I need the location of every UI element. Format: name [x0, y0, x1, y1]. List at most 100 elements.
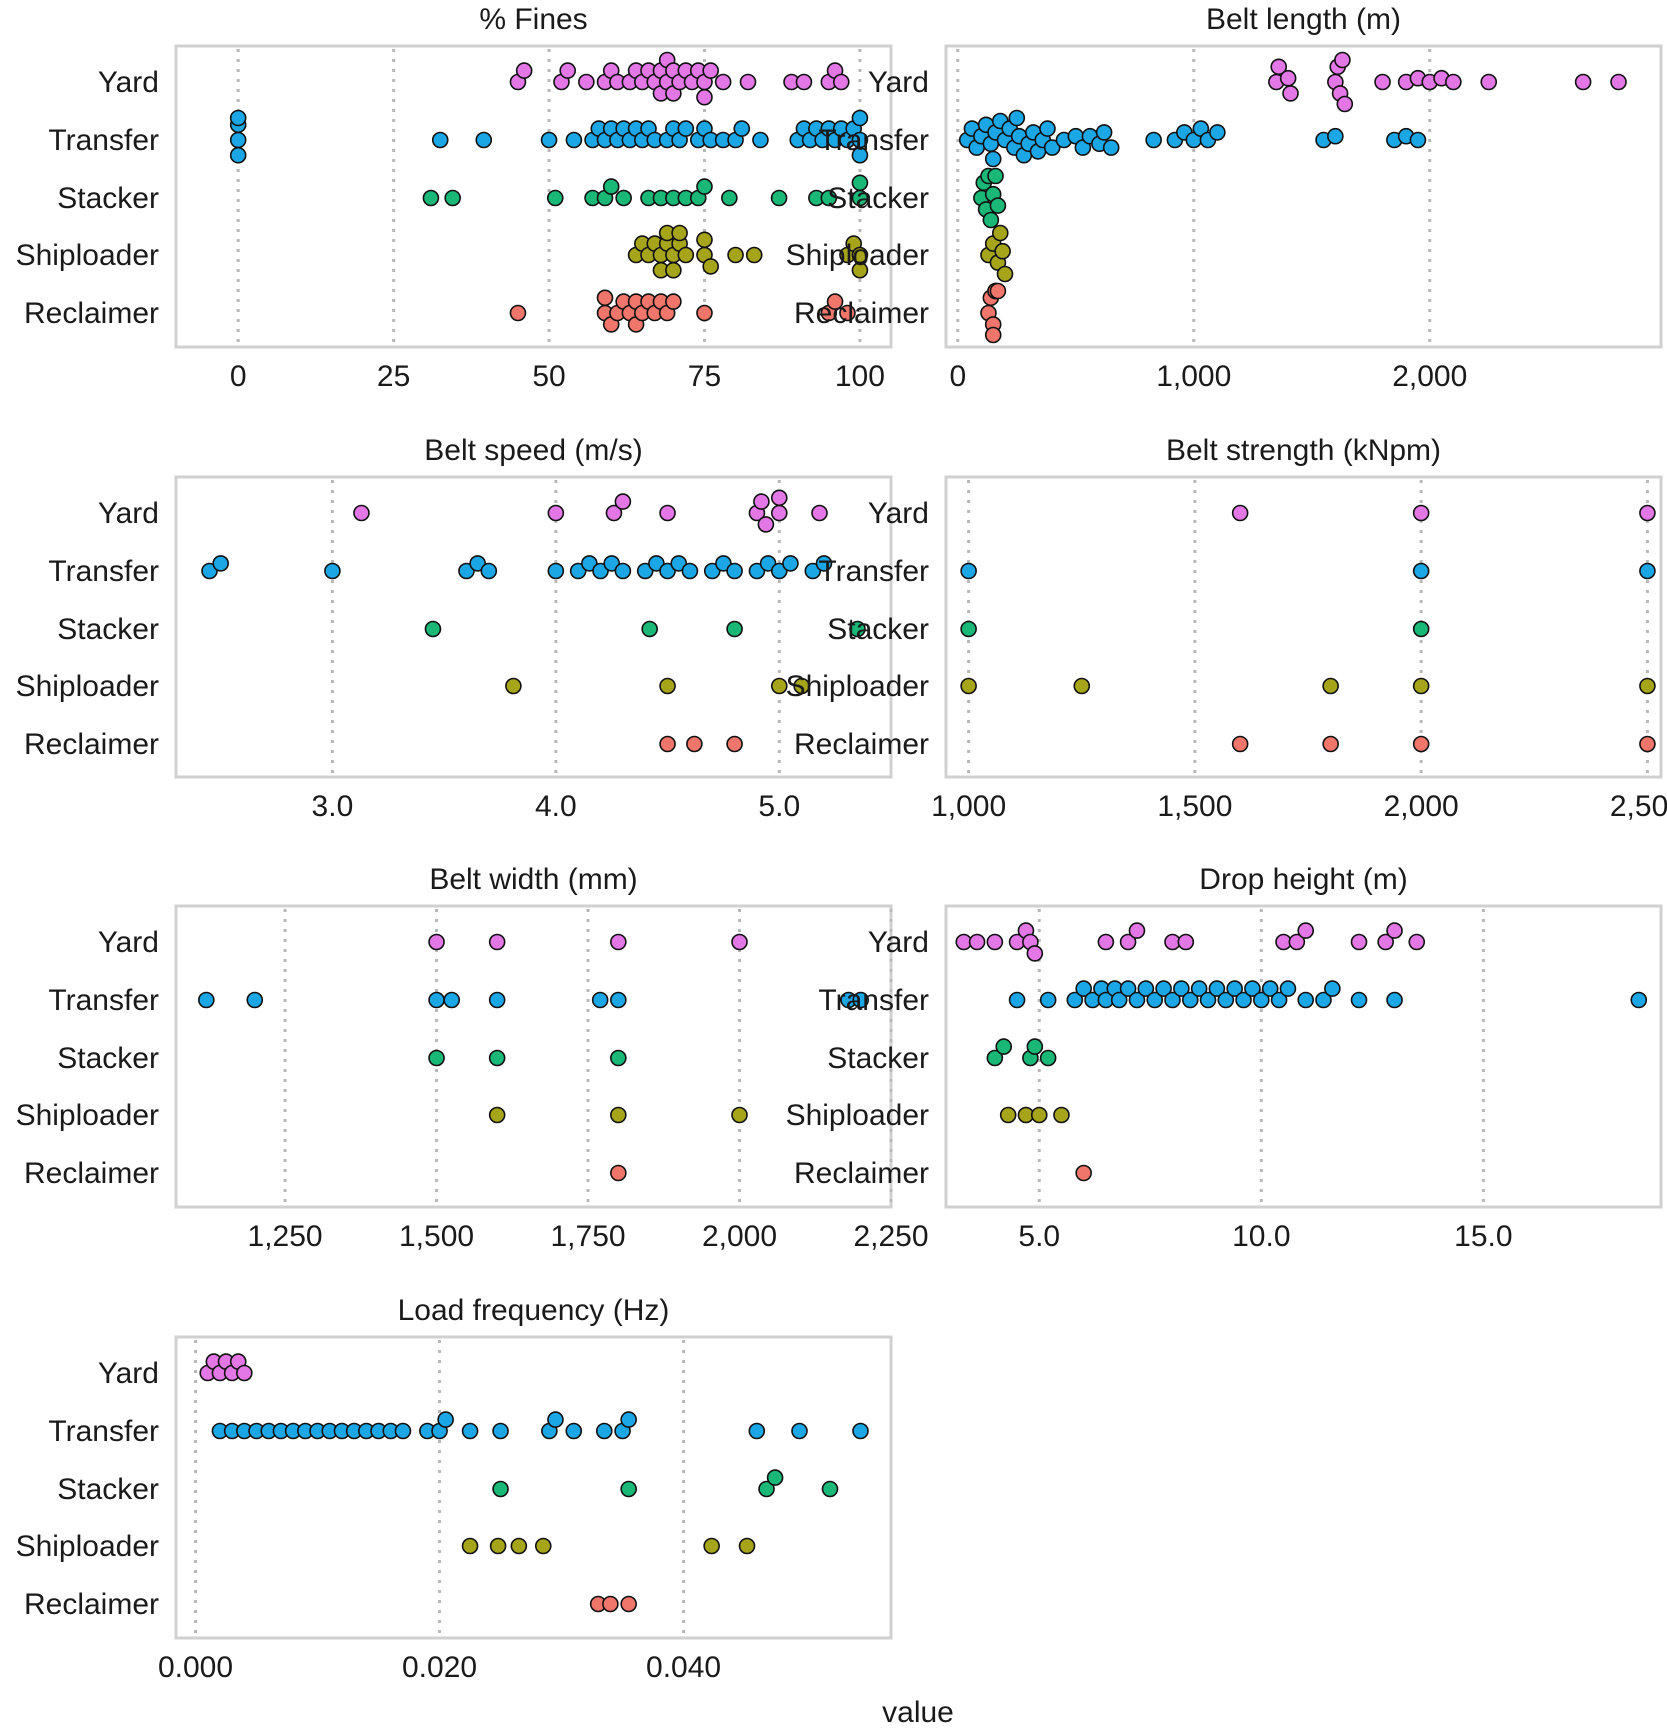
- data-point: [1270, 58, 1288, 76]
- data-point: [1039, 1049, 1057, 1067]
- data-point: [1217, 991, 1235, 1009]
- data-point: [791, 1422, 808, 1440]
- data-point: [610, 991, 627, 1009]
- panel-frame: [174, 1335, 893, 1640]
- data-point: [229, 146, 247, 164]
- data-point: [1445, 73, 1462, 91]
- panel-title: Belt speed (m/s): [424, 434, 642, 467]
- category-label: Stacker: [57, 1042, 159, 1075]
- data-point: [614, 562, 632, 580]
- data-point: [569, 562, 587, 580]
- category-label: Shiploader: [16, 239, 159, 272]
- data-point: [752, 131, 769, 149]
- data-point: [1386, 991, 1403, 1009]
- data-point: [1030, 1106, 1048, 1124]
- data-point: [984, 150, 1002, 168]
- data-point: [1297, 991, 1315, 1009]
- data-point: [1408, 933, 1426, 951]
- data-point: [677, 246, 695, 264]
- data-point: [820, 189, 838, 207]
- data-point: [1322, 735, 1339, 753]
- x-tick-label: 100: [835, 360, 885, 393]
- data-point: [960, 677, 977, 695]
- data-point: [804, 562, 822, 580]
- data-point: [852, 1422, 869, 1440]
- data-point: [246, 991, 264, 1009]
- x-tick-label: 1,500: [399, 1220, 474, 1253]
- data-point: [1261, 980, 1279, 997]
- data-point: [1209, 124, 1226, 141]
- data-point: [1119, 933, 1137, 951]
- data-point: [592, 562, 609, 580]
- data-point: [236, 1364, 253, 1382]
- data-point: [509, 304, 527, 322]
- category-label: Transfer: [818, 984, 929, 1017]
- x-tick-label: 1,250: [248, 1220, 323, 1253]
- x-tick-label: 0.000: [158, 1651, 233, 1684]
- data-point: [1334, 51, 1351, 69]
- data-point: [1322, 677, 1339, 695]
- data-point: [1412, 562, 1430, 580]
- data-point: [1155, 980, 1172, 997]
- data-point: [1639, 504, 1656, 522]
- data-point: [505, 677, 522, 695]
- data-point: [1377, 933, 1394, 951]
- category-label: Reclaimer: [794, 728, 929, 761]
- category-label: Stacker: [827, 182, 929, 215]
- data-point: [851, 146, 869, 164]
- data-point: [565, 1422, 583, 1440]
- data-point: [1350, 933, 1368, 951]
- data-point: [739, 73, 757, 91]
- data-point: [1279, 69, 1297, 87]
- data-point: [1190, 980, 1208, 997]
- data-point: [1288, 933, 1306, 951]
- data-point: [547, 1411, 564, 1428]
- category-label: Reclaimer: [794, 297, 929, 330]
- data-point: [1199, 991, 1217, 1009]
- data-point: [559, 62, 576, 79]
- x-tick-label: 25: [377, 360, 410, 393]
- data-point: [839, 304, 856, 322]
- data-point: [677, 120, 695, 137]
- data-point: [422, 189, 440, 207]
- data-point: [1231, 504, 1249, 522]
- panel-title: Belt width (mm): [429, 863, 637, 896]
- data-point: [770, 189, 788, 207]
- data-point: [851, 174, 869, 192]
- data-point: [1164, 991, 1181, 1009]
- data-point: [636, 562, 654, 580]
- x-tick-label: 75: [688, 360, 721, 393]
- data-point: [515, 62, 533, 79]
- data-point: [212, 555, 229, 572]
- data-point: [461, 1422, 479, 1440]
- data-point: [565, 131, 583, 149]
- data-point: [1282, 85, 1299, 102]
- data-point: [1110, 991, 1128, 1009]
- data-point: [1173, 980, 1190, 997]
- data-point: [733, 120, 751, 137]
- category-label: Shiploader: [786, 239, 929, 272]
- data-point: [748, 562, 766, 580]
- data-point: [738, 1537, 756, 1555]
- category-label: Transfer: [48, 984, 159, 1017]
- category-label: Yard: [98, 497, 159, 530]
- panel-2: 3.0 4.0 5.0 Belt speed (m/s) Yard Transfer Sta…: [16, 434, 893, 823]
- data-point: [1119, 980, 1137, 997]
- data-point: [665, 293, 682, 310]
- x-axis-label: value: [882, 1696, 954, 1729]
- data-point: [488, 991, 506, 1009]
- data-point: [996, 265, 1014, 283]
- category-label: Yard: [98, 66, 159, 99]
- category-label: Stacker: [57, 1473, 159, 1506]
- panel-0: 0 25 50 75 100 % Fines Yard Transfer Stacker Ship…: [16, 3, 893, 393]
- data-point: [1412, 504, 1430, 522]
- data-point: [461, 1537, 479, 1555]
- data-point: [960, 562, 977, 580]
- data-point: [353, 504, 370, 522]
- x-tick-label: 2,000: [702, 1220, 777, 1253]
- data-point: [1279, 980, 1297, 997]
- data-point: [610, 1164, 627, 1182]
- data-point: [659, 677, 676, 695]
- data-point: [492, 1480, 509, 1498]
- data-point: [648, 555, 665, 572]
